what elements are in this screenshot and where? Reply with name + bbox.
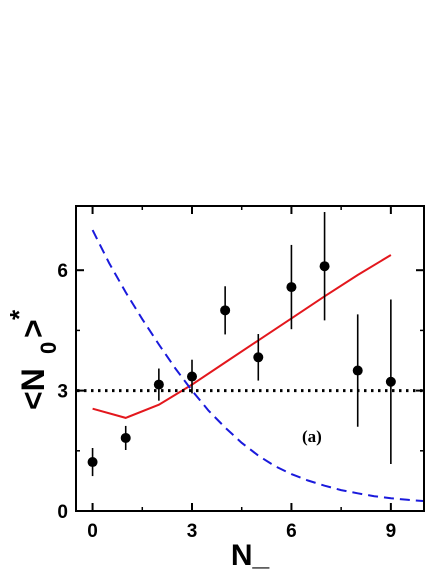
data-point	[187, 371, 197, 382]
x-tick-label: 3	[187, 521, 198, 542]
data-point	[120, 432, 131, 443]
y-tick-label: 6	[57, 261, 68, 282]
data-point	[286, 282, 297, 293]
data-point	[253, 352, 264, 363]
annotation-label: (a)	[302, 427, 322, 446]
data-point	[220, 305, 231, 316]
data-point	[385, 376, 396, 387]
y-axis-title-sup: *	[4, 309, 34, 320]
tick-labels: 0 3 6 9 0 3 6	[57, 261, 396, 542]
x-tick-label: 0	[87, 521, 98, 542]
x-tick-label: 6	[286, 521, 297, 542]
series-layer	[77, 212, 424, 502]
series-line-solid-red	[92, 254, 392, 419]
data-point	[87, 457, 98, 468]
y-axis-title-close: >	[15, 319, 51, 338]
y-axis-title: <N 0 > *	[4, 309, 61, 410]
data-point	[319, 261, 330, 272]
plot-frame	[75, 205, 425, 512]
y-tick-label: 3	[57, 382, 68, 403]
y-axis-title-main: <N	[15, 368, 51, 410]
y-tick-label: 0	[57, 502, 68, 523]
ticks	[76, 206, 424, 512]
x-tick-label: 9	[386, 521, 397, 542]
x-axis-title: N_	[231, 539, 270, 572]
data-point	[153, 379, 164, 390]
data-point	[352, 365, 363, 376]
series-line-dashed-blue	[91, 229, 424, 502]
y-axis-title-sub: 0	[36, 342, 61, 354]
